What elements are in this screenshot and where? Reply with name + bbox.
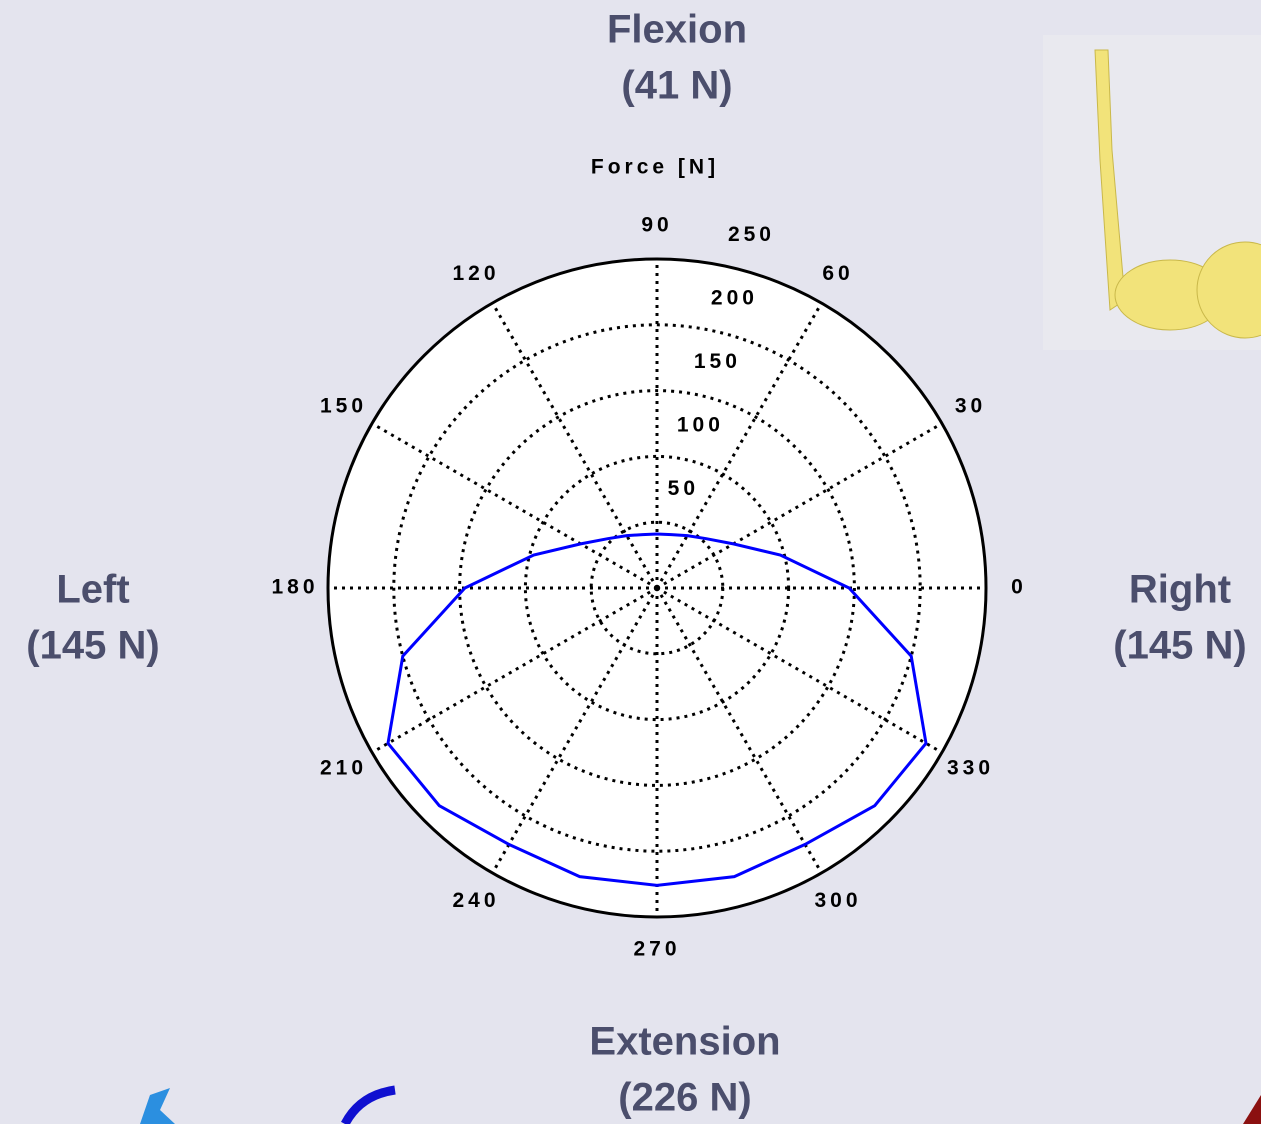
- r-tick-label: 200: [711, 287, 758, 310]
- theta-tick-label: 330: [947, 757, 994, 780]
- theta-tick-label: 180: [271, 576, 318, 599]
- grid-spoke: [491, 587, 659, 874]
- grid-spoke: [656, 422, 943, 590]
- grid-spoke: [371, 422, 658, 590]
- theta-tick-label: 120: [452, 262, 499, 285]
- theta-tick-label: 240: [452, 889, 499, 912]
- grid-ring: [458, 389, 856, 787]
- grid-ring: [392, 323, 922, 853]
- r-tick-label: 250: [728, 223, 775, 246]
- theta-tick-label: 300: [814, 889, 861, 912]
- theta-tick-label: 210: [320, 757, 367, 780]
- outer-ring: [326, 257, 988, 919]
- grid-spoke: [655, 587, 823, 874]
- grid-ring: [523, 454, 791, 722]
- annotation: Extension: [589, 1020, 780, 1064]
- skeleton-figure: [1043, 35, 1261, 350]
- r-tick-label: 50: [668, 477, 699, 500]
- logo: [1243, 1095, 1261, 1124]
- grid-spoke: [371, 586, 658, 754]
- annotation: Right: [1129, 568, 1231, 612]
- logo: [140, 1088, 175, 1124]
- annotation: (41 N): [621, 64, 732, 108]
- chart-title: Force [N]: [591, 156, 719, 179]
- annotation: (145 N): [26, 624, 159, 668]
- r-tick-label: 100: [677, 414, 724, 437]
- grid-spoke: [656, 586, 943, 754]
- grid-spoke: [491, 302, 659, 589]
- theta-tick-label: 150: [320, 395, 367, 418]
- annotation: Left: [56, 568, 129, 612]
- theta-tick-label: 60: [822, 262, 853, 285]
- theta-tick-label: 90: [641, 214, 672, 237]
- theta-tick-label: 30: [955, 395, 986, 418]
- annotation: (226 N): [618, 1076, 751, 1120]
- logo: [341, 1085, 396, 1124]
- theta-tick-label: 270: [633, 938, 680, 961]
- force-curve: [386, 532, 928, 887]
- r-tick-label: 150: [694, 350, 741, 373]
- theta-tick-label: 0: [1011, 576, 1027, 599]
- grid-spoke: [655, 302, 823, 589]
- annotation: (145 N): [1113, 624, 1246, 668]
- annotation: Flexion: [607, 8, 747, 52]
- grid-ring: [589, 520, 725, 656]
